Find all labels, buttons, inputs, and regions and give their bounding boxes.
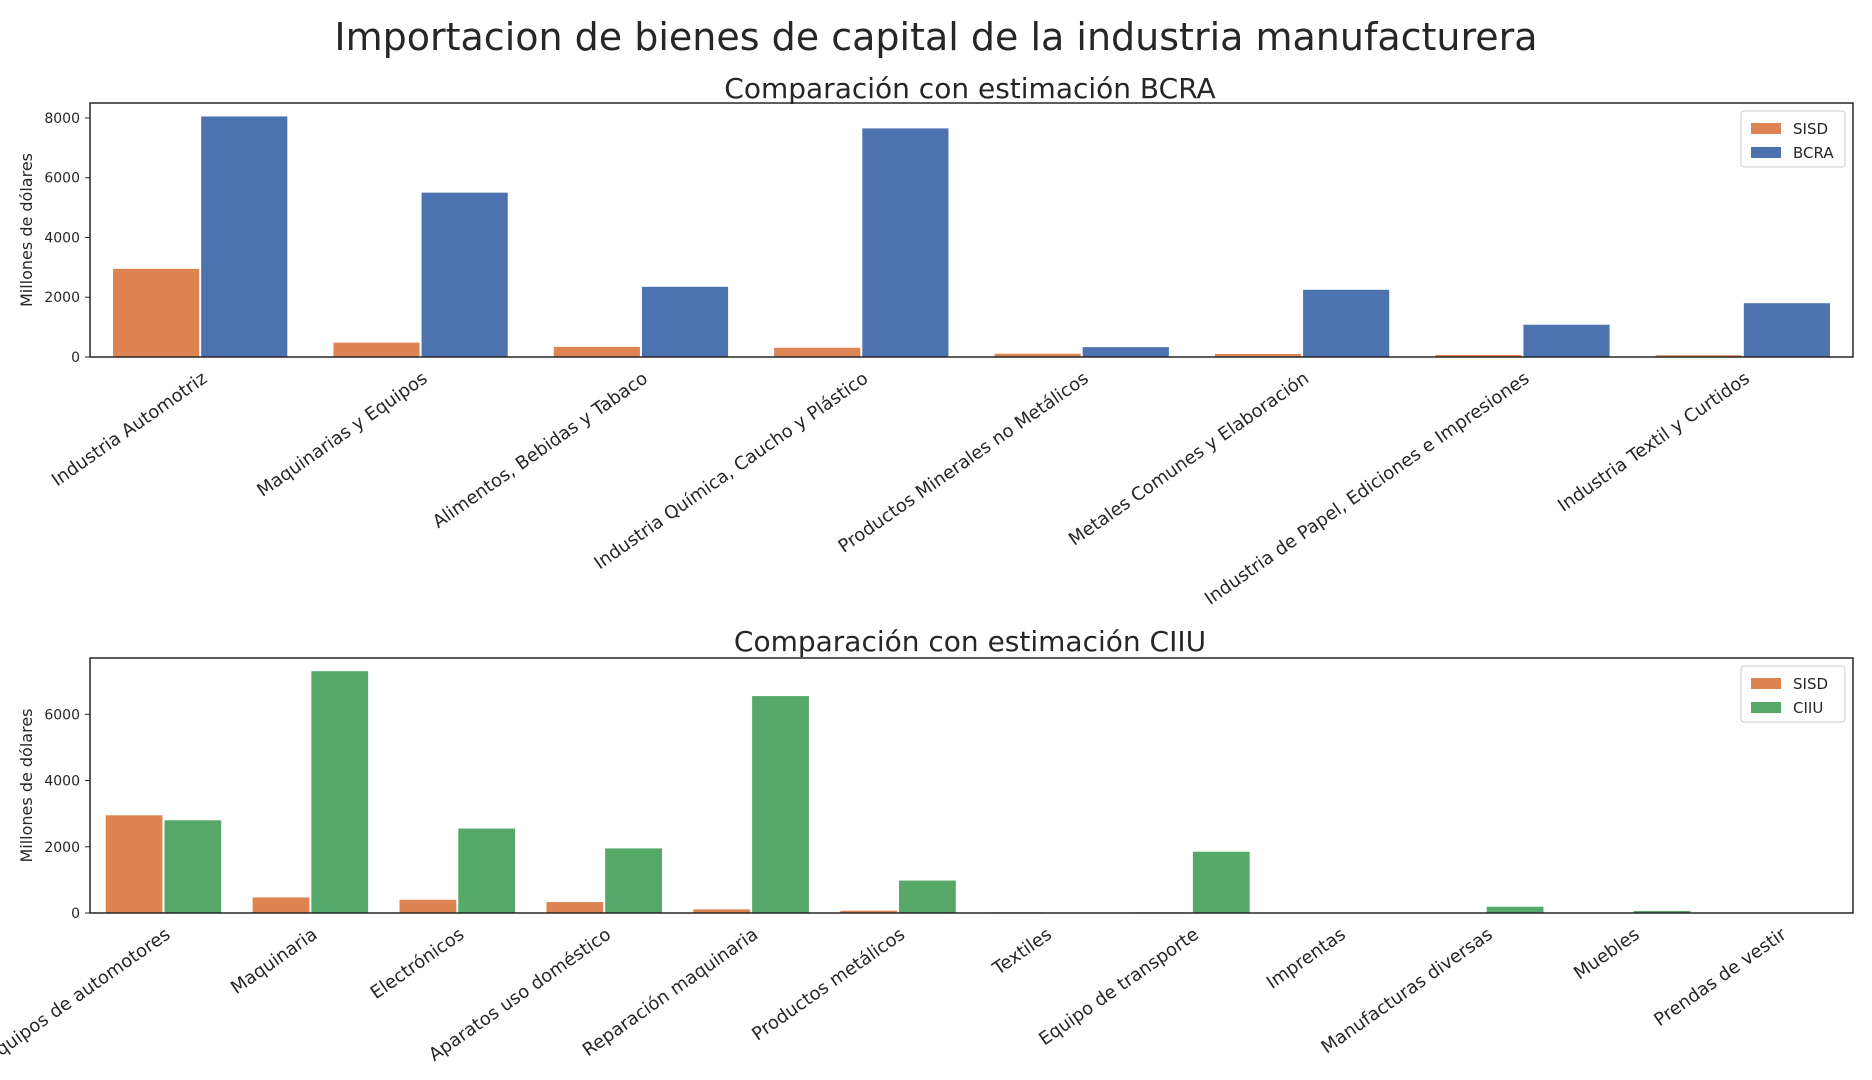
y-axis-label: Millones de dólares — [17, 708, 36, 862]
x-tick-label: Industria Automotriz — [48, 368, 211, 491]
bar-sisd-3 — [546, 902, 604, 913]
bar-ciiu-9 — [1486, 906, 1544, 913]
axes-frame — [89, 102, 1854, 358]
bar-ciiu-3 — [605, 848, 662, 913]
chart-title: Comparación con estimación CIIU — [734, 625, 1206, 658]
x-tick-label: Imprentas — [1263, 924, 1350, 994]
bar-bcra-3 — [862, 128, 949, 357]
y-tick-label: 6000 — [44, 707, 80, 723]
x-tick-label: Industria Química, Caucho y Plástico — [590, 368, 872, 574]
bar-sisd-3 — [774, 347, 861, 357]
bar-bcra-2 — [641, 286, 729, 357]
bar-sisd-0 — [113, 268, 200, 357]
x-tick-label: Metales Comunes y Elaboración — [1065, 368, 1313, 550]
bar-ciiu-0 — [164, 820, 222, 913]
chart-title: Comparación con estimación BCRA — [724, 72, 1215, 105]
bar-ciiu-7 — [1192, 851, 1250, 913]
x-tick-label: Electrónicos — [367, 924, 468, 1004]
x-tick-label: Equipo de transporte — [1035, 924, 1203, 1050]
legend-swatch-sisd — [1751, 678, 1781, 689]
bar-ciiu-1 — [311, 671, 369, 913]
figure-title: Importacion de bienes de capital de la i… — [334, 15, 1537, 59]
y-tick-label: 0 — [71, 906, 80, 922]
x-tick-label: Muebles — [1570, 924, 1643, 984]
legend-swatch-sisd — [1751, 123, 1781, 134]
legend-label-ciiu: CIIU — [1793, 699, 1823, 717]
bar-sisd-4 — [693, 909, 751, 913]
bar-sisd-1 — [252, 897, 310, 913]
x-tick-label: Productos metálicos — [748, 924, 909, 1045]
y-tick-label: 6000 — [44, 171, 80, 187]
x-tick-label: Maquinarias y Equipos — [253, 368, 431, 502]
bar-sisd-2 — [399, 899, 457, 913]
y-tick-label: 2000 — [44, 840, 80, 856]
y-tick-label: 8000 — [44, 111, 80, 127]
axes-frame — [89, 657, 1854, 914]
bar-sisd-7 — [1655, 355, 1742, 357]
y-tick-label: 4000 — [44, 774, 80, 790]
bar-ciiu-5 — [899, 880, 956, 913]
bar-sisd-6 — [1435, 354, 1522, 357]
legend-label-sisd: SISD — [1793, 675, 1828, 693]
bar-sisd-2 — [553, 346, 640, 357]
chart-ciiu: Comparación con estimación CIIU 0 2000 400… — [0, 625, 1854, 1067]
x-tick-label: Productos Minerales no Metálicos — [835, 368, 1093, 557]
x-tick-label: Alimentos, Bebidas y Tabaco — [429, 368, 652, 533]
bar-sisd-5 — [1214, 354, 1302, 357]
bar-ciiu-4 — [752, 696, 809, 913]
bar-ciiu-10 — [1633, 911, 1691, 913]
bar-bcra-0 — [201, 116, 288, 358]
x-tick-label: Industria Textil y Curtidos — [1554, 368, 1754, 516]
bar-ciiu-2 — [458, 828, 516, 913]
x-tick-label: Maquinaria — [227, 924, 321, 999]
bar-sisd-4 — [994, 353, 1081, 357]
y-tick-label: 2000 — [44, 290, 80, 306]
y-axis-label: Millones de dólares — [17, 153, 36, 307]
legend-label-sisd: SISD — [1793, 120, 1828, 138]
bar-bcra-4 — [1082, 347, 1169, 357]
x-tick-label: Textiles — [988, 924, 1056, 980]
legend-label-bcra: BCRA — [1793, 144, 1834, 162]
chart-bcra: Comparación con estimación BCRA 0 2000 400… — [17, 72, 1854, 609]
bar-bcra-5 — [1303, 289, 1390, 357]
bar-bcra-7 — [1743, 303, 1830, 357]
bar-sisd-1 — [333, 342, 420, 357]
y-tick-label: 0 — [71, 350, 80, 366]
bar-bcra-6 — [1523, 324, 1610, 357]
legend-swatch-bcra — [1751, 147, 1781, 158]
x-tick-label: Prendas de vestir — [1650, 924, 1791, 1031]
y-tick-label: 4000 — [44, 230, 80, 246]
x-tick-label: Equipos de automotores — [0, 924, 174, 1067]
bar-sisd-0 — [105, 815, 163, 913]
legend-swatch-ciiu — [1751, 702, 1781, 713]
bar-bcra-1 — [421, 192, 508, 357]
bar-sisd-5 — [840, 910, 898, 913]
